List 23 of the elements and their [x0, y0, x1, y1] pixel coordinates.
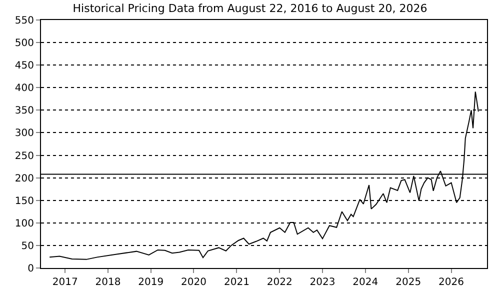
y-tick-label: 350: [14, 106, 34, 117]
x-tick-label: 2024: [352, 277, 378, 288]
y-tick-label: 550: [14, 16, 34, 26]
x-tick-label: 2023: [310, 277, 336, 288]
y-tick-label: 450: [14, 60, 34, 72]
y-tick-label: 150: [14, 196, 34, 207]
y-tick-label: 250: [14, 150, 34, 162]
y-tick-label: 100: [14, 218, 34, 230]
x-tick-label: 2018: [95, 277, 121, 288]
chart-title: Historical Pricing Data from August 22, 2016 to August 20, 2026: [72, 2, 428, 16]
y-tick-label: 200: [14, 173, 34, 184]
x-tick-label: 2021: [224, 277, 250, 288]
x-tick-label: 2022: [266, 277, 292, 288]
x-tick-label: 2025: [396, 277, 422, 288]
y-tick-label: 500: [14, 38, 34, 50]
x-tick-label: 2020: [181, 277, 206, 288]
x-tick-label: 2026: [438, 277, 464, 288]
y-tick-label: 300: [14, 128, 34, 140]
y-tick-label: 0: [28, 264, 34, 274]
y-tick-label: 50: [21, 240, 34, 252]
y-tick-label: 400: [14, 83, 34, 94]
x-tick-label: 2019: [138, 277, 164, 288]
x-tick-label: 2017: [52, 277, 78, 288]
